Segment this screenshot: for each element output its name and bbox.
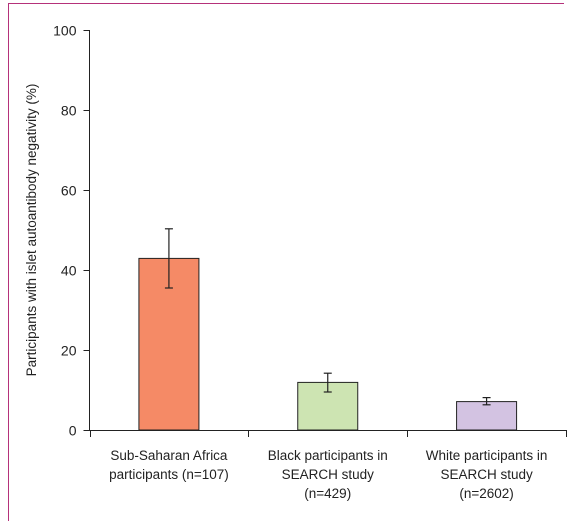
x-category-label: SEARCH study [282, 467, 375, 482]
x-category-label: (n=429) [304, 486, 351, 501]
x-category-label: Sub-Saharan Africa [110, 448, 228, 463]
y-tick-label: 20 [61, 343, 77, 359]
x-category-label: (n=2602) [459, 486, 513, 501]
x-category-label: participants (n=107) [109, 467, 229, 482]
y-axis-title: Participants with islet autoantibody neg… [24, 84, 39, 377]
x-category-label: SEARCH study [440, 467, 533, 482]
x-category-label: White participants in [426, 448, 548, 463]
y-tick-label: 40 [61, 263, 77, 279]
bar [456, 401, 518, 431]
y-tick-label: 60 [61, 183, 77, 199]
y-tick-label: 0 [69, 423, 77, 439]
y-tick-label: 100 [53, 23, 77, 39]
y-tick-label: 80 [61, 103, 77, 119]
x-category-label: Black participants in [268, 448, 388, 463]
